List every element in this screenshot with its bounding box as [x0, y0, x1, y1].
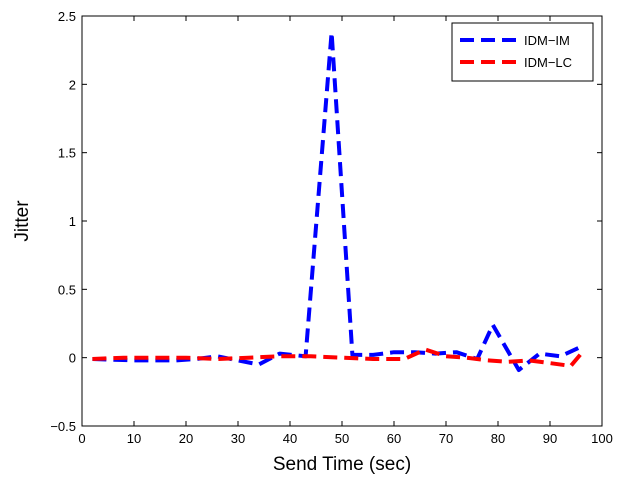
x-tick-label: 10 — [127, 431, 141, 446]
series-line-2 — [92, 347, 583, 368]
x-tick-label: 20 — [179, 431, 193, 446]
x-axis-label: Send Time (sec) — [273, 454, 411, 475]
y-tick-label: 1 — [69, 214, 76, 229]
x-tick-label: 70 — [439, 431, 453, 446]
legend-label: IDM−LC — [524, 55, 572, 70]
y-tick-label: 1.5 — [58, 146, 76, 161]
x-tick-label: 60 — [387, 431, 401, 446]
y-tick-label: 0.5 — [58, 282, 76, 297]
x-tick-label: 90 — [543, 431, 557, 446]
x-tick-label: 80 — [491, 431, 505, 446]
legend-box — [451, 22, 594, 82]
y-axis-label: Jitter — [12, 200, 33, 242]
series-layer — [92, 30, 583, 372]
y-tick-label: −0.5 — [50, 419, 76, 434]
x-tick-label: 50 — [335, 431, 349, 446]
legend-label: IDM−IM — [524, 33, 570, 48]
y-tick-label: 0 — [69, 351, 76, 366]
x-tick-label: 30 — [231, 431, 245, 446]
axis-ticks: 0 10 20 30 40 50 60 70 80 90 100−0.500.511.522.5 — [50, 9, 613, 446]
legend: IDM−IM IDM−LC — [451, 22, 594, 82]
x-tick-label: 40 — [283, 431, 297, 446]
y-tick-label: 2 — [69, 77, 76, 92]
x-tick-label: 0 — [78, 431, 85, 446]
y-tick-label: 2.5 — [58, 9, 76, 24]
x-tick-label: 100 — [591, 431, 613, 446]
